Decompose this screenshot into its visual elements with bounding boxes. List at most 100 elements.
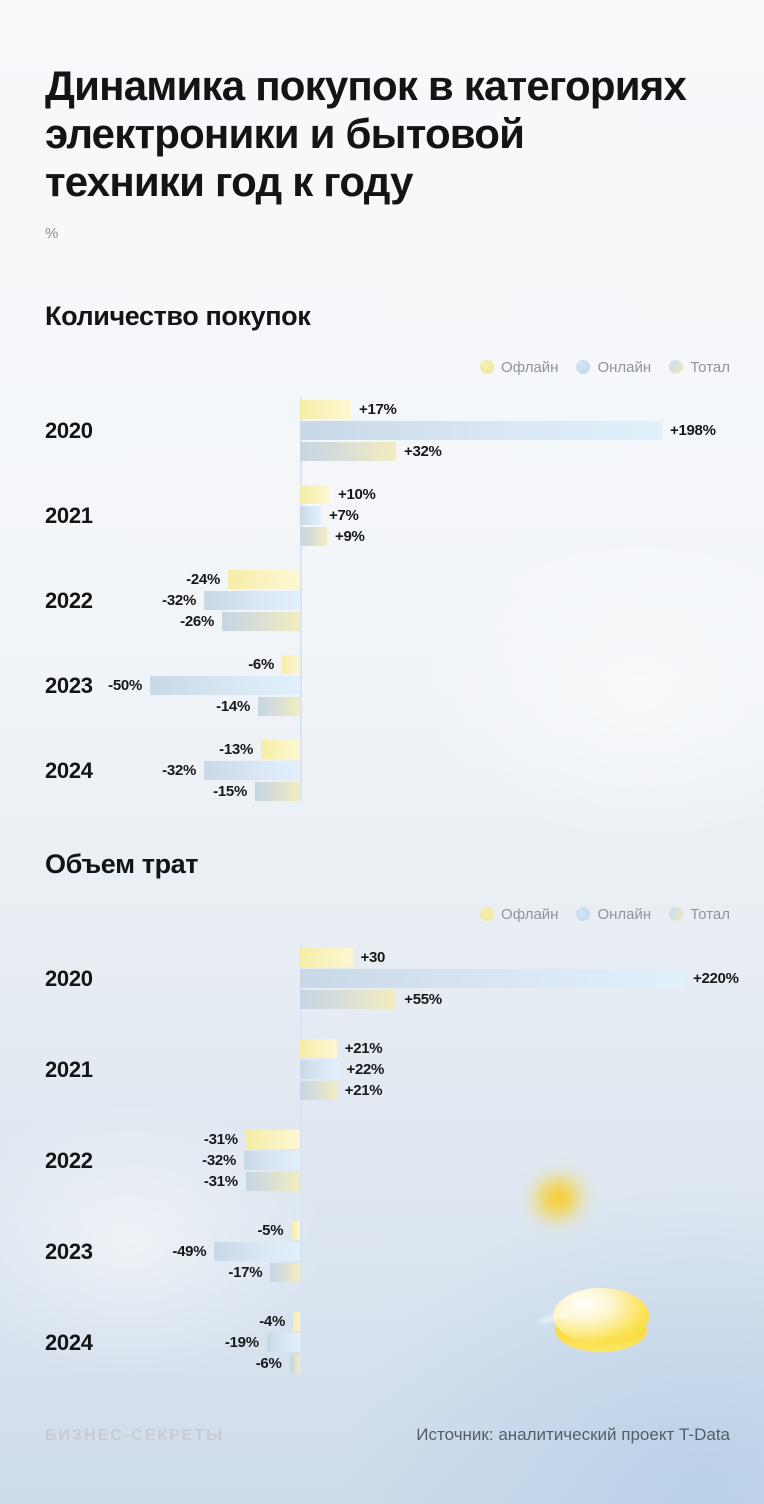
bar-value-label-online-2024: -19% — [224, 1334, 259, 1351]
year-label-2020: 2020 — [45, 418, 93, 443]
bar-value-label-total-2020: +32% — [404, 443, 442, 460]
year-label-2024: 2024 — [45, 1330, 93, 1355]
legend-quantity: Офлайн Онлайн Тотал — [480, 358, 730, 376]
bar-value-label-total-2024: -6% — [255, 1355, 282, 1372]
chart-spending: 2020 +30 +220% +55% 2021 +21% +22% +21% 2022 -31%… — [0, 945, 764, 1374]
year-label-2021: 2021 — [45, 503, 93, 528]
bar-value-label-offline-2022: -31% — [203, 1131, 238, 1148]
bar-online-2020 — [300, 969, 685, 988]
chart-quantity: 2020 +17% +198% +32% 2021 +10% +7% +9% 2022 -24% -… — [0, 397, 764, 801]
offline-dot-icon — [480, 360, 495, 374]
bar-total-2021 — [300, 1081, 337, 1100]
bar-offline-2020 — [300, 400, 351, 419]
bar-value-label-offline-2021: +10% — [338, 486, 376, 503]
legend-item-online: Онлайн — [576, 906, 651, 923]
bar-offline-2022 — [245, 1130, 300, 1149]
bar-value-label-offline-2020: +17% — [359, 401, 397, 418]
bar-offline-2024 — [261, 740, 300, 759]
year-label-2020: 2020 — [45, 966, 93, 991]
year-label-2022: 2022 — [45, 588, 93, 613]
bar-value-label-offline-2022: -24% — [186, 571, 220, 588]
bar-value-label-offline-2020: +30 — [360, 949, 386, 966]
bar-online-2020 — [300, 421, 662, 440]
year-label-2021: 2021 — [45, 1057, 93, 1082]
bar-value-label-online-2020: +198% — [670, 422, 716, 439]
bar-online-2023 — [214, 1242, 300, 1261]
bar-total-2020 — [300, 990, 397, 1009]
bar-value-label-offline-2023: -6% — [248, 656, 274, 673]
legend-item-offline: Офлайн — [480, 359, 558, 376]
bar-value-label-offline-2023: -5% — [257, 1222, 284, 1239]
bar-value-label-total-2023: -14% — [216, 698, 250, 715]
legend-label-offline: Офлайн — [501, 905, 559, 923]
brand-logo: БИЗНЕС-СЕКРЕТЫ — [45, 1427, 224, 1444]
bar-value-label-total-2021: +9% — [335, 528, 365, 545]
bar-total-2024 — [289, 1354, 300, 1373]
baseline-axis — [300, 945, 302, 1374]
bar-value-label-online-2022: -32% — [162, 592, 196, 609]
bar-offline-2023 — [291, 1221, 300, 1240]
bar-value-label-offline-2024: -4% — [259, 1313, 285, 1330]
chart-quantity-title: Количество покупок — [45, 301, 311, 331]
year-label-2023: 2023 — [45, 1239, 93, 1264]
bar-value-label-online-2021: +7% — [329, 507, 359, 524]
total-dot-icon — [669, 360, 684, 374]
unit-label: % — [45, 225, 59, 242]
legend-item-offline: Офлайн — [480, 906, 558, 923]
bar-total-2023 — [258, 697, 300, 716]
bar-total-2023 — [270, 1263, 300, 1282]
year-label-2023: 2023 — [45, 673, 93, 698]
legend-label-offline: Офлайн — [501, 358, 559, 376]
bar-offline-2024 — [293, 1312, 300, 1331]
bar-total-2022 — [222, 612, 300, 631]
bar-online-2023 — [150, 676, 300, 695]
bar-value-label-online-2021: +22% — [346, 1061, 385, 1078]
legend-label-online: Онлайн — [597, 905, 652, 923]
legend-spending: Офлайн Онлайн Тотал — [480, 905, 730, 923]
baseline-axis — [300, 397, 302, 801]
bar-online-2021 — [300, 506, 321, 525]
bar-value-label-online-2023: -49% — [172, 1243, 207, 1260]
bar-total-2022 — [245, 1172, 300, 1191]
bar-value-label-online-2023: -50% — [108, 677, 142, 694]
bar-value-label-total-2022: -26% — [180, 613, 214, 630]
bar-value-label-offline-2024: -13% — [219, 741, 253, 758]
bar-offline-2021 — [300, 485, 330, 504]
bar-value-label-offline-2021: +21% — [344, 1040, 383, 1057]
source-note: Источник: аналитический проект T-Data — [416, 1425, 730, 1444]
bar-value-label-total-2024: -15% — [213, 783, 247, 800]
bar-offline-2020 — [300, 948, 353, 967]
offline-dot-icon — [480, 907, 495, 921]
legend-label-total: Тотал — [690, 358, 730, 376]
bar-total-2024 — [255, 782, 300, 801]
coin-decoration — [539, 1288, 649, 1354]
legend-item-online: Онлайн — [576, 359, 651, 376]
year-label-2024: 2024 — [45, 758, 93, 783]
legend-label-online: Онлайн — [597, 358, 652, 376]
bar-online-2022 — [204, 591, 300, 610]
bar-offline-2022 — [228, 570, 300, 589]
bar-value-label-total-2020: +55% — [404, 991, 442, 1008]
bar-offline-2023 — [282, 655, 300, 674]
bar-total-2021 — [300, 527, 327, 546]
bar-online-2021 — [300, 1060, 339, 1079]
bar-online-2024 — [266, 1333, 300, 1352]
bar-value-label-total-2022: -31% — [203, 1173, 238, 1190]
online-dot-icon — [576, 907, 591, 921]
bar-total-2020 — [300, 442, 396, 461]
bar-value-label-total-2023: -17% — [228, 1264, 263, 1281]
bar-offline-2021 — [300, 1039, 337, 1058]
bar-value-label-online-2022: -32% — [202, 1152, 236, 1169]
legend-item-total: Тотал — [669, 906, 730, 923]
online-dot-icon — [576, 360, 591, 374]
bar-value-label-online-2024: -32% — [162, 762, 196, 779]
bar-online-2024 — [204, 761, 300, 780]
coin-face — [553, 1288, 649, 1344]
chart-spending-title: Объем трат — [45, 849, 199, 879]
total-dot-icon — [669, 907, 684, 921]
bar-value-label-online-2020: +220% — [693, 970, 739, 987]
legend-item-total: Тотал — [669, 359, 730, 376]
bar-value-label-total-2021: +21% — [344, 1082, 383, 1099]
year-label-2022: 2022 — [45, 1148, 93, 1173]
